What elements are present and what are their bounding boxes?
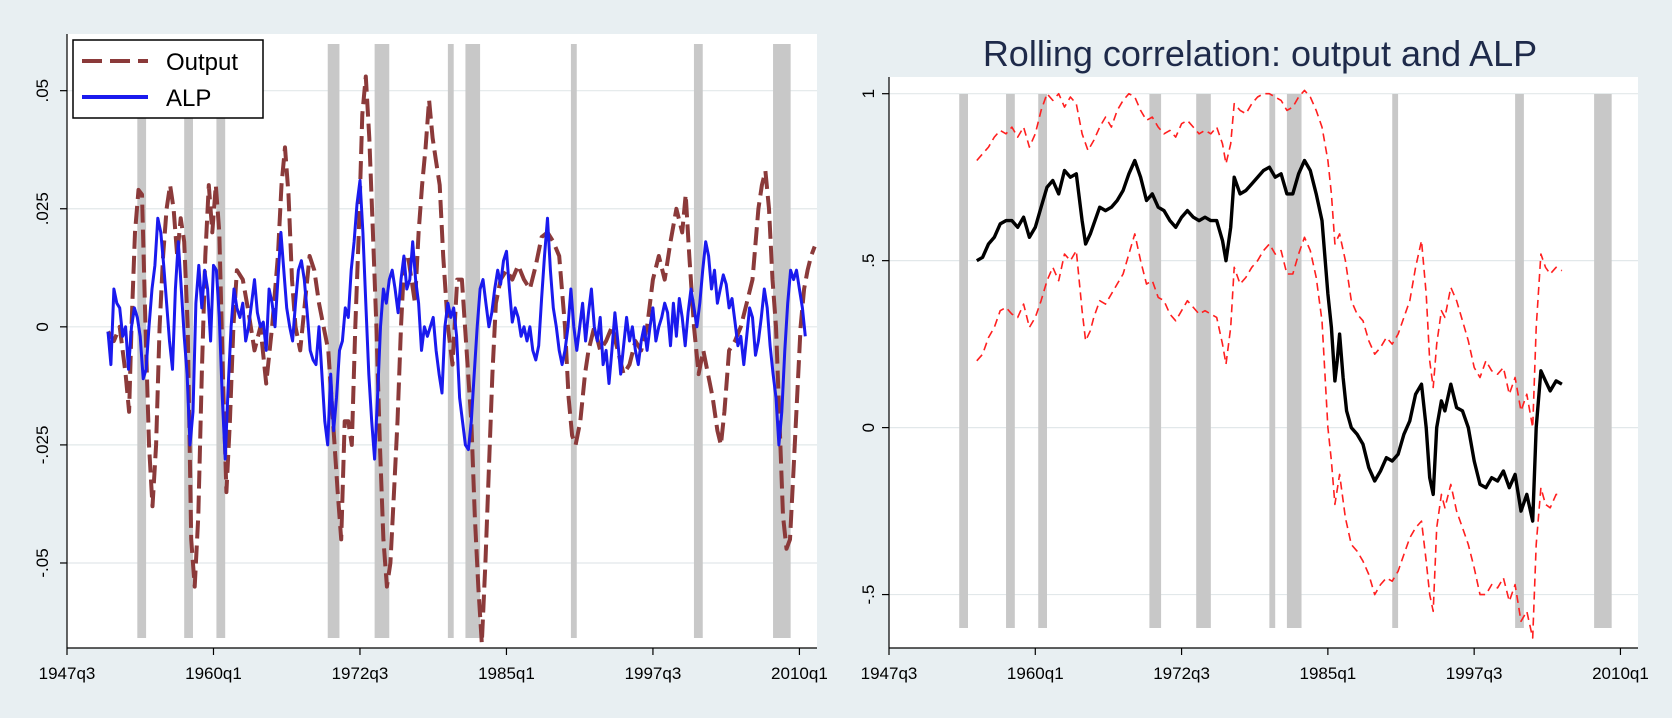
right-y-tick-label: .5 [859, 254, 878, 268]
left-y-tick-label: .05 [33, 79, 52, 103]
left-series-output [106, 74, 817, 646]
right-recession-band [1006, 94, 1015, 628]
right-recession-band [1594, 94, 1612, 628]
right-plot-area [889, 77, 1638, 648]
right-recession-band [1515, 94, 1524, 628]
left-x-tick-label: 1985q1 [478, 664, 535, 683]
left-recession-band [465, 44, 481, 638]
left-y-tick-label: 0 [33, 322, 52, 331]
right-recession-band [1269, 94, 1276, 628]
right-recession-band [1038, 94, 1047, 628]
left-recession-band [773, 44, 791, 638]
right-x-tick-label: 1960q1 [1007, 664, 1064, 683]
left-recession-band [374, 44, 390, 638]
right-recession-band [1196, 94, 1211, 628]
right-chart: 1 .5 0 -.5 1947q3 1960q1 1972q3 1985q1 1997q3 201… [859, 77, 1649, 683]
right-recession-band [1286, 94, 1302, 628]
right-recession-band [1392, 94, 1399, 628]
right-y-tick-label: 0 [859, 423, 878, 432]
left-y-tick-label: -.05 [33, 548, 52, 577]
left-x-tick-label: 2010q1 [771, 664, 828, 683]
right-series-band-2 [976, 233, 1562, 639]
left-recession-band [327, 44, 340, 638]
legend-label-output: Output [166, 49, 238, 76]
right-y-tick-label: -.5 [859, 585, 878, 605]
left-y-tick-label: .025 [33, 192, 52, 225]
right-series-correlation [975, 158, 1563, 523]
left-y-tick-label: -.025 [33, 426, 52, 465]
right-chart-title: Rolling correlation: output and ALP [983, 33, 1537, 74]
left-recession-band [693, 44, 703, 638]
left-series-alp [106, 178, 807, 461]
left-x-tick-label: 1960q1 [185, 664, 242, 683]
left-x-tick-label: 1972q3 [332, 664, 389, 683]
right-recession-band [1149, 94, 1162, 628]
legend: Output ALP [72, 39, 264, 119]
right-series-band-1 [976, 89, 1563, 429]
right-x-tick-label: 1997q3 [1446, 664, 1503, 683]
right-x-tick-label: 1985q1 [1300, 664, 1357, 683]
right-y-tick-label: 1 [859, 89, 878, 98]
left-plot-area [67, 34, 817, 648]
right-x-tick-label: 1947q3 [861, 664, 918, 683]
legend-label-alp: ALP [166, 85, 211, 112]
legend-box [72, 39, 264, 119]
right-recession-band [959, 94, 968, 628]
left-recession-band [570, 44, 577, 638]
left-chart: .05 .025 0 -.025 -.05 1947q3 1960q1 1972q3 1985q… [33, 34, 828, 683]
left-x-tick-label: 1997q3 [625, 664, 682, 683]
left-x-tick-label: 1947q3 [39, 664, 96, 683]
right-x-tick-label: 2010q1 [1592, 664, 1649, 683]
right-x-tick-label: 1972q3 [1153, 664, 1210, 683]
